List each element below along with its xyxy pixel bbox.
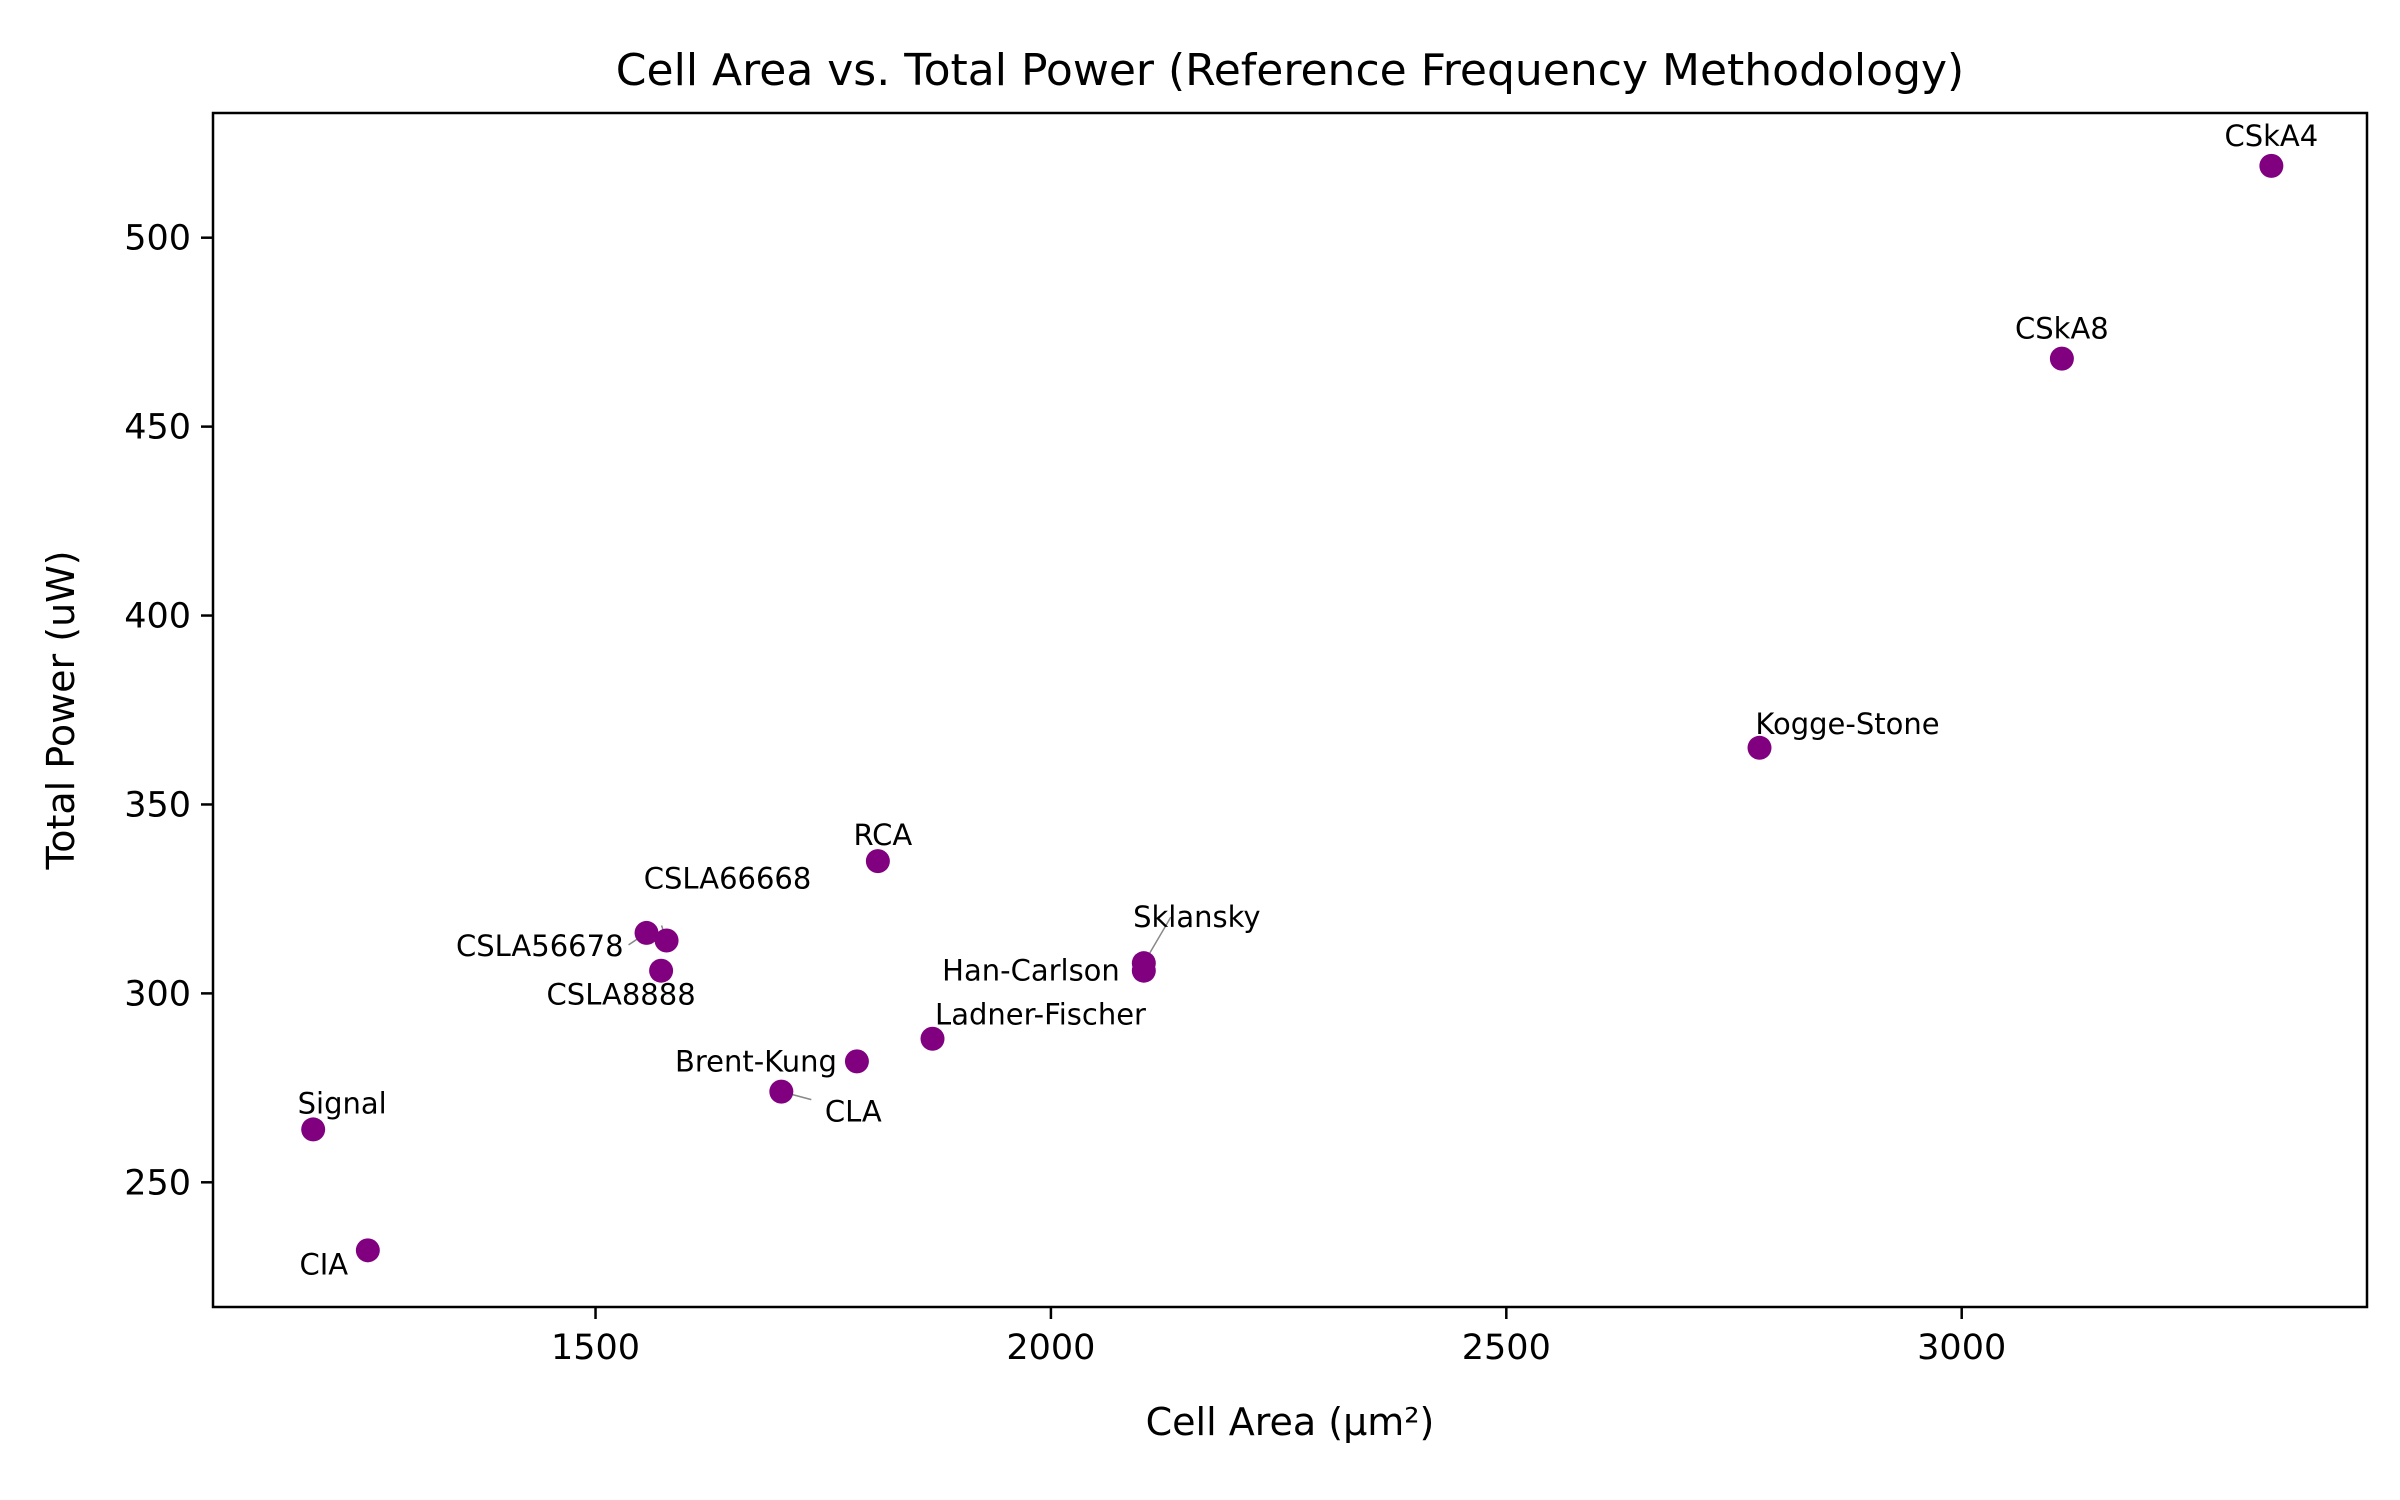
data-points <box>301 153 2284 1263</box>
data-point-label: CSLA8888 <box>547 978 696 1012</box>
x-tick-label: 3000 <box>1917 1328 2006 1368</box>
x-tick-label: 2000 <box>1006 1328 1095 1368</box>
data-point <box>865 849 890 874</box>
y-tick-label: 300 <box>124 974 191 1014</box>
data-point-label: Han-Carlson <box>942 954 1120 988</box>
plot-frame <box>211 111 2369 1309</box>
data-point-label: RCA <box>853 818 912 852</box>
data-point-label: CSLA56678 <box>456 929 624 963</box>
data-point <box>355 1238 380 1263</box>
data-point <box>2049 346 2074 371</box>
data-point-label: CSLA66668 <box>644 861 812 895</box>
y-tick-label: 350 <box>124 785 191 825</box>
data-point-label: Sklansky <box>1133 900 1260 934</box>
data-point-label: CSkA4 <box>2224 119 2318 153</box>
data-point-label: Brent-Kung <box>675 1044 837 1078</box>
data-point-label: Ladner-Fischer <box>935 998 1146 1032</box>
data-point <box>844 1049 869 1074</box>
data-point <box>1131 958 1156 983</box>
y-axis-label: Total Power (uW) <box>39 550 83 870</box>
x-tick-label: 1500 <box>551 1328 640 1368</box>
y-tick-label: 500 <box>124 219 191 259</box>
data-point-label: CSkA8 <box>2015 312 2109 346</box>
data-point <box>1747 735 1772 760</box>
data-point <box>920 1026 945 1051</box>
y-tick-label: 400 <box>124 597 191 637</box>
data-point-label: CIA <box>300 1247 349 1281</box>
y-tick-label: 450 <box>124 408 191 448</box>
data-point <box>654 928 679 953</box>
data-point-label: CLA <box>825 1095 882 1129</box>
axis-ticks: 1500 2000 2500 3000 250 300 350 400 450 500 <box>124 219 2006 1368</box>
chart-title: Cell Area vs. Total Power (Reference Fre… <box>616 45 1964 96</box>
data-point <box>769 1079 794 1104</box>
data-point <box>301 1117 326 1142</box>
x-tick-label: 2500 <box>1462 1328 1551 1368</box>
data-point <box>649 958 674 983</box>
data-point <box>634 920 659 945</box>
y-tick-label: 250 <box>124 1163 191 1203</box>
point-labels: CSkA4 CSkA8 Kogge-Stone RCA CSLA66668 CSLA566… <box>298 119 2319 1281</box>
x-axis-label: Cell Area (μm²) <box>1146 1400 1435 1444</box>
data-point <box>2259 153 2284 178</box>
data-point-label: Kogge-Stone <box>1755 707 1939 741</box>
data-point-label: Signal <box>298 1086 387 1120</box>
